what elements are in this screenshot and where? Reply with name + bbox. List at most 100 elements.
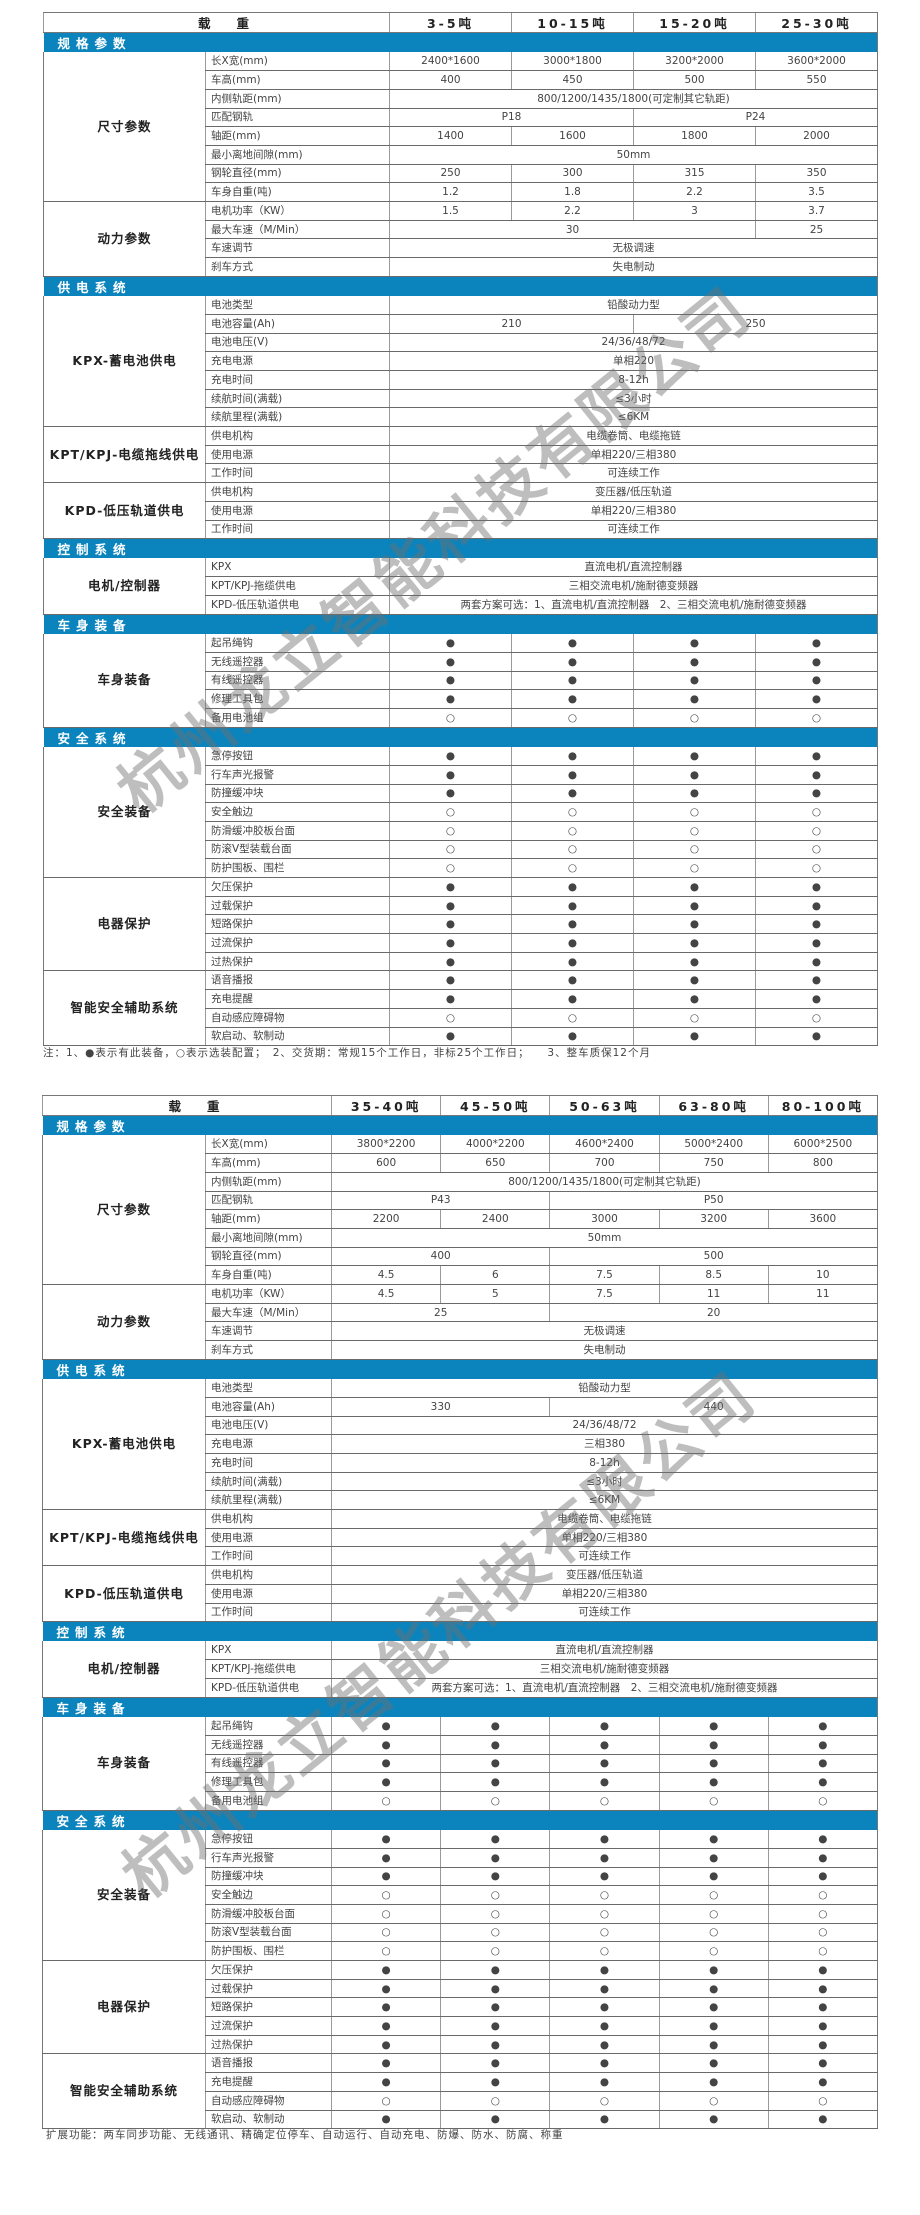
parameter-label: 无线遥控器 xyxy=(204,652,390,672)
value-cell: 6000*2500 xyxy=(767,1135,878,1155)
parameter-label: 电池类型 xyxy=(204,295,390,315)
optional-equipment-mark: ○ xyxy=(755,821,879,841)
group-label: 尺寸参数 xyxy=(43,52,206,202)
standard-equipment-mark: ● xyxy=(658,2110,769,2130)
parameter-label: 最小离地间隙(mm) xyxy=(204,145,390,165)
value-cell: 1.5 xyxy=(389,201,512,221)
table-row: 安全装备 急停按钮 ● ● ● ● xyxy=(43,746,879,878)
standard-equipment-mark: ● xyxy=(755,689,879,709)
standard-equipment-mark: ● xyxy=(658,2072,769,2092)
value-cell: 3.5 xyxy=(755,182,879,202)
optional-equipment-mark: ○ xyxy=(767,1885,878,1905)
parameter-label: 起吊绳钩 xyxy=(204,633,390,653)
standard-equipment-mark: ● xyxy=(767,1979,878,1999)
table-row: 短路保护 ● ● ● ● ● xyxy=(43,1997,878,2018)
section-title: 控制系统 xyxy=(42,1621,878,1642)
standard-equipment-mark: ● xyxy=(549,1867,660,1887)
table-row: KPT/KPJ-拖缆供电 三相交流电机/施耐德变频器 xyxy=(43,1659,878,1680)
group-label: KPX-蓄电池供电 xyxy=(42,1378,206,1511)
parameter-label: 长X宽(mm) xyxy=(204,1135,332,1155)
standard-equipment-mark: ● xyxy=(331,1772,441,1792)
parameter-label: 长X宽(mm) xyxy=(204,52,390,72)
standard-equipment-mark: ● xyxy=(658,1772,769,1792)
table-row: 电器保护 欠压保护 ● ● ● ● ● xyxy=(42,1960,878,2055)
value-cell: P18 xyxy=(389,108,634,128)
standard-equipment-mark: ● xyxy=(658,2016,769,2036)
parameter-label: 过流保护 xyxy=(204,933,390,953)
standard-equipment-mark: ● xyxy=(440,1848,550,1868)
optional-equipment-mark: ○ xyxy=(331,2091,441,2111)
group-label: 智能安全辅助系统 xyxy=(42,2053,206,2130)
group-label: 电机/控制器 xyxy=(43,558,206,615)
parameter-label: 内侧轨距(mm) xyxy=(204,89,390,109)
standard-equipment-mark: ● xyxy=(331,1735,441,1755)
optional-equipment-mark: ○ xyxy=(331,1923,441,1943)
standard-equipment-mark: ● xyxy=(658,2035,769,2055)
parameter-label: 充电电源 xyxy=(204,351,390,371)
optional-equipment-mark: ○ xyxy=(549,2091,660,2111)
value-cell: 3200*2000 xyxy=(633,52,756,72)
standard-equipment-mark: ● xyxy=(331,1716,441,1736)
parameter-label: 防撞缓冲块 xyxy=(204,1867,332,1887)
standard-equipment-mark: ● xyxy=(511,989,634,1009)
standard-equipment-mark: ● xyxy=(767,1867,878,1887)
standard-equipment-mark: ● xyxy=(633,933,756,953)
parameter-label: 防护围板、围栏 xyxy=(204,858,390,878)
parameter-label: 使用电源 xyxy=(204,1584,332,1604)
group-label: KPX-蓄电池供电 xyxy=(43,295,206,428)
parameter-label: 防滚V型装载台面 xyxy=(204,1923,332,1943)
standard-equipment-mark: ● xyxy=(389,746,512,766)
section-header: 车身装备 xyxy=(42,1697,878,1717)
parameter-label: 自动感应障碍物 xyxy=(204,2091,332,2111)
table-row: 安全触边 ○ ○ ○ ○ xyxy=(44,802,879,822)
section-header: 规格参数 xyxy=(43,32,879,52)
table-row: 内侧轨距(mm) 800/1200/1435/1800(可定制其它轨距) xyxy=(44,89,879,109)
table-row: 续航时间(满载) ≤3小时 xyxy=(44,389,879,409)
standard-equipment-mark: ● xyxy=(549,2016,660,2036)
standard-equipment-mark: ● xyxy=(511,765,634,785)
table-row: KPX-蓄电池供电 电池类型 铅酸动力型 xyxy=(43,295,879,428)
standard-equipment-mark: ● xyxy=(633,652,756,672)
load-header: 载重 xyxy=(41,1095,332,1116)
table-row: 防护围板、围栏 ○ ○ ○ ○ ○ xyxy=(43,1941,878,1961)
table-row: 动力参数 电机功率（KW） 4.5 5 7.5 11 11 xyxy=(42,1284,878,1360)
table-row: 充电时间 8-12h xyxy=(43,1453,878,1473)
parameter-label: 有线遥控器 xyxy=(204,671,390,691)
table-row: 有线遥控器 ● ● ● ● ● xyxy=(43,1754,878,1774)
optional-equipment-mark: ○ xyxy=(658,1923,769,1943)
spec-table: 载重 3-5吨 10-15吨 15-20吨 25-30吨 规格参数 尺寸参数 长X宽(mm) 2… xyxy=(42,12,879,1047)
parameter-label: 防滑缓冲胶板台面 xyxy=(204,821,390,841)
standard-equipment-mark: ● xyxy=(633,633,756,653)
parameter-label: 供电机构 xyxy=(204,1509,332,1529)
parameter-label: 刹车方式 xyxy=(204,257,390,277)
standard-equipment-mark: ● xyxy=(767,1754,878,1774)
section-title: 供电系统 xyxy=(43,276,879,296)
optional-equipment-mark: ○ xyxy=(658,1941,769,1961)
standard-equipment-mark: ● xyxy=(767,2110,878,2130)
table-row: 过热保护 ● ● ● ● xyxy=(44,952,879,972)
value-cell: ≤3小时 xyxy=(331,1472,878,1492)
section-header: 安全系统 xyxy=(42,1810,878,1830)
parameter-label: 过热保护 xyxy=(204,952,390,972)
parameter-label: 修理工具包 xyxy=(204,689,390,709)
value-cell: 2400*1600 xyxy=(389,52,512,72)
standard-equipment-mark: ● xyxy=(658,1960,769,1980)
table-row: 充电提醒 ● ● ● ● ● xyxy=(43,2072,878,2092)
optional-equipment-mark: ○ xyxy=(633,802,756,822)
value-cell: 3000 xyxy=(549,1209,660,1229)
table-row: 防滚V型装载台面 ○ ○ ○ ○ ○ xyxy=(43,1923,878,1943)
standard-equipment-mark: ● xyxy=(755,914,879,935)
standard-equipment-mark: ● xyxy=(767,2035,878,2055)
standard-equipment-mark: ● xyxy=(511,896,634,916)
parameter-label: 防滑缓冲胶板台面 xyxy=(204,1904,332,1924)
parameter-label: 电池容量(Ah) xyxy=(204,1397,332,1417)
parameter-label: 过流保护 xyxy=(204,2016,332,2036)
standard-equipment-mark: ● xyxy=(549,1960,660,1980)
standard-equipment-mark: ● xyxy=(633,784,756,804)
parameter-label: 轴距(mm) xyxy=(204,126,390,146)
parameter-label: 充电提醒 xyxy=(204,989,390,1009)
standard-equipment-mark: ● xyxy=(755,652,879,672)
value-cell: 600 xyxy=(331,1153,441,1173)
table-row: 软启动、软制动 ● ● ● ● xyxy=(44,1027,879,1047)
parameter-label: 续航里程(满载) xyxy=(204,1490,332,1511)
